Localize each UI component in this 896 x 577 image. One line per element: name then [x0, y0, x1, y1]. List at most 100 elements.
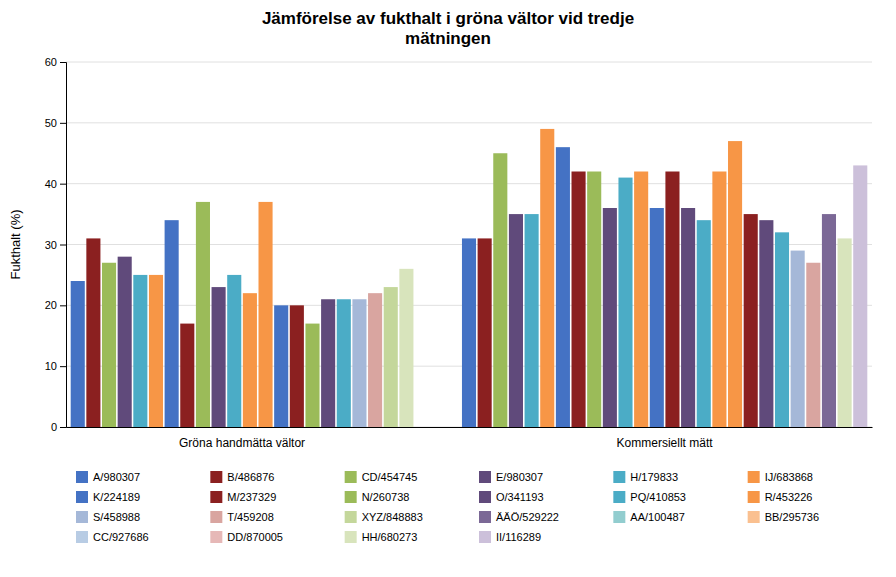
- y-tick-label: 20: [45, 299, 57, 311]
- legend-swatch: [76, 491, 88, 503]
- bar: [838, 238, 852, 427]
- bar: [728, 141, 742, 427]
- bar: [478, 238, 492, 427]
- x-axis: [67, 427, 873, 428]
- legend-item: CD/454745: [345, 471, 418, 483]
- legend-label: E/980307: [496, 471, 543, 483]
- legend-item: M/237329: [210, 491, 276, 503]
- y-tick-label: 30: [45, 239, 57, 251]
- bar: [384, 287, 398, 427]
- section-label: Kommersiellt mätt: [617, 436, 714, 450]
- bar: [352, 299, 366, 427]
- legend-item: K/224189: [76, 491, 140, 503]
- legend-swatch: [210, 511, 222, 523]
- y-tick: 10: [45, 360, 66, 372]
- y-tick-mark: [60, 245, 66, 246]
- legend-item: PQ/410853: [613, 491, 686, 503]
- legend-item: A/980307: [76, 471, 140, 483]
- bar: [634, 172, 648, 428]
- legend: A/980307 B/486876 CD/454745 E/980307 H/17983…: [76, 471, 819, 543]
- legend-item: AA/100487: [613, 511, 684, 523]
- legend-item: N/260738: [345, 491, 410, 503]
- bar: [603, 208, 617, 427]
- y-axis-title: Fukthalt (%): [8, 209, 23, 279]
- legend-label: CC/927686: [93, 531, 149, 543]
- legend-swatch: [748, 511, 760, 523]
- bar: [618, 178, 632, 427]
- legend-swatch: [210, 531, 222, 543]
- legend-swatch: [345, 471, 357, 483]
- legend-item: DD/870005: [210, 531, 283, 543]
- grid-line: [66, 183, 872, 184]
- chart: Jämförelse av fukthalt i gröna vältor vi…: [0, 0, 896, 577]
- bar: [196, 202, 210, 427]
- bar: [775, 232, 789, 427]
- bar: [321, 299, 335, 427]
- section-label: Gröna handmätta vältor: [179, 436, 305, 450]
- legend-item: HH/680273: [345, 531, 418, 543]
- bar: [180, 324, 194, 427]
- legend-label: AA/100487: [630, 511, 684, 523]
- y-tick: 30: [45, 239, 66, 251]
- bar: [290, 305, 304, 427]
- legend-item: E/980307: [479, 471, 543, 483]
- bar: [274, 305, 288, 427]
- x-axis-line: [67, 427, 873, 428]
- legend-swatch: [748, 491, 760, 503]
- legend-label: IJ/683868: [765, 471, 813, 483]
- legend-item: IJ/683868: [748, 471, 813, 483]
- legend-swatch: [613, 491, 625, 503]
- legend-label: II/116289: [496, 531, 541, 543]
- bar: [227, 275, 241, 427]
- bar: [681, 208, 695, 427]
- bar: [133, 275, 147, 427]
- y-tick-label: 10: [45, 360, 57, 372]
- legend-swatch: [613, 471, 625, 483]
- y-tick-label: 60: [45, 56, 57, 68]
- legend-swatch: [479, 471, 491, 483]
- legend-label: XYZ/848883: [362, 511, 423, 523]
- y-tick: 60: [45, 56, 66, 68]
- grid: [66, 62, 872, 427]
- bar: [587, 172, 601, 428]
- bar: [243, 293, 257, 427]
- legend-item: O/341193: [479, 491, 544, 503]
- bar: [462, 238, 476, 427]
- bar: [149, 275, 163, 427]
- bar: [509, 214, 523, 427]
- bar: [697, 220, 711, 427]
- bar: [665, 172, 679, 428]
- legend-label: O/341193: [496, 491, 544, 503]
- legend-label: N/260738: [362, 491, 410, 503]
- legend-item: S/458988: [76, 511, 140, 523]
- bar: [525, 214, 539, 427]
- legend-item: CC/927686: [76, 531, 149, 543]
- legend-label: HH/680273: [362, 531, 418, 543]
- y-tick-mark: [60, 123, 66, 124]
- legend-label: R/453226: [765, 491, 813, 503]
- y-tick-mark: [60, 184, 66, 185]
- bar: [540, 129, 554, 427]
- y-tick-mark: [60, 62, 66, 63]
- legend-label: T/459208: [227, 511, 273, 523]
- legend-swatch: [345, 491, 357, 503]
- legend-swatch: [210, 471, 222, 483]
- y-tick-mark: [60, 427, 66, 428]
- bar: [305, 324, 319, 427]
- bar: [165, 220, 179, 427]
- bar: [86, 238, 100, 427]
- legend-item: XYZ/848883: [345, 511, 423, 523]
- grid-line: [66, 122, 872, 123]
- legend-item: T/459208: [210, 511, 273, 523]
- legend-label: CD/454745: [362, 471, 418, 483]
- y-tick: 40: [45, 178, 66, 190]
- bar: [118, 257, 132, 427]
- legend-label: PQ/410853: [630, 491, 686, 503]
- legend-label: DD/870005: [227, 531, 283, 543]
- bar: [744, 214, 758, 427]
- y-tick: 50: [45, 117, 66, 129]
- legend-item: H/179833: [613, 471, 678, 483]
- bar: [493, 153, 507, 427]
- legend-label: B/486876: [227, 471, 274, 483]
- legend-swatch: [613, 511, 625, 523]
